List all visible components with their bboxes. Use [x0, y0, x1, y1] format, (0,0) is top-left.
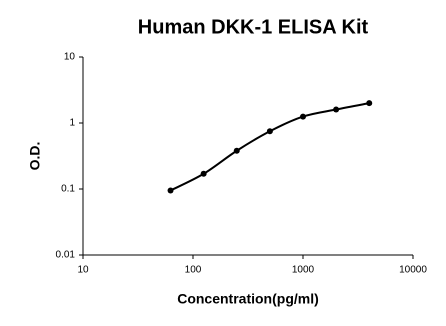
data-point [366, 100, 373, 107]
data-point [167, 187, 174, 194]
data-point [333, 106, 340, 113]
x-tick-label: 1000 [292, 265, 315, 276]
y-axis-label: O.D. [27, 142, 43, 171]
y-tick-label: 0.1 [61, 184, 75, 195]
x-tick-label: 100 [185, 265, 202, 276]
x-tick-label: 10 [77, 265, 89, 276]
data-point [300, 113, 306, 120]
y-tick-label: 0.01 [56, 250, 76, 261]
y-tick-label: 10 [64, 52, 76, 63]
data-point [200, 170, 207, 177]
x-axis-label: Concentration(pg/ml) [177, 291, 319, 307]
fit-curve [170, 102, 370, 192]
chart-title: Human DKK-1 ELISA Kit [138, 16, 369, 38]
x-tick-label: 10000 [399, 265, 427, 276]
data-point [233, 147, 240, 154]
data-point [266, 128, 273, 135]
y-tick-label: 1 [69, 118, 75, 129]
